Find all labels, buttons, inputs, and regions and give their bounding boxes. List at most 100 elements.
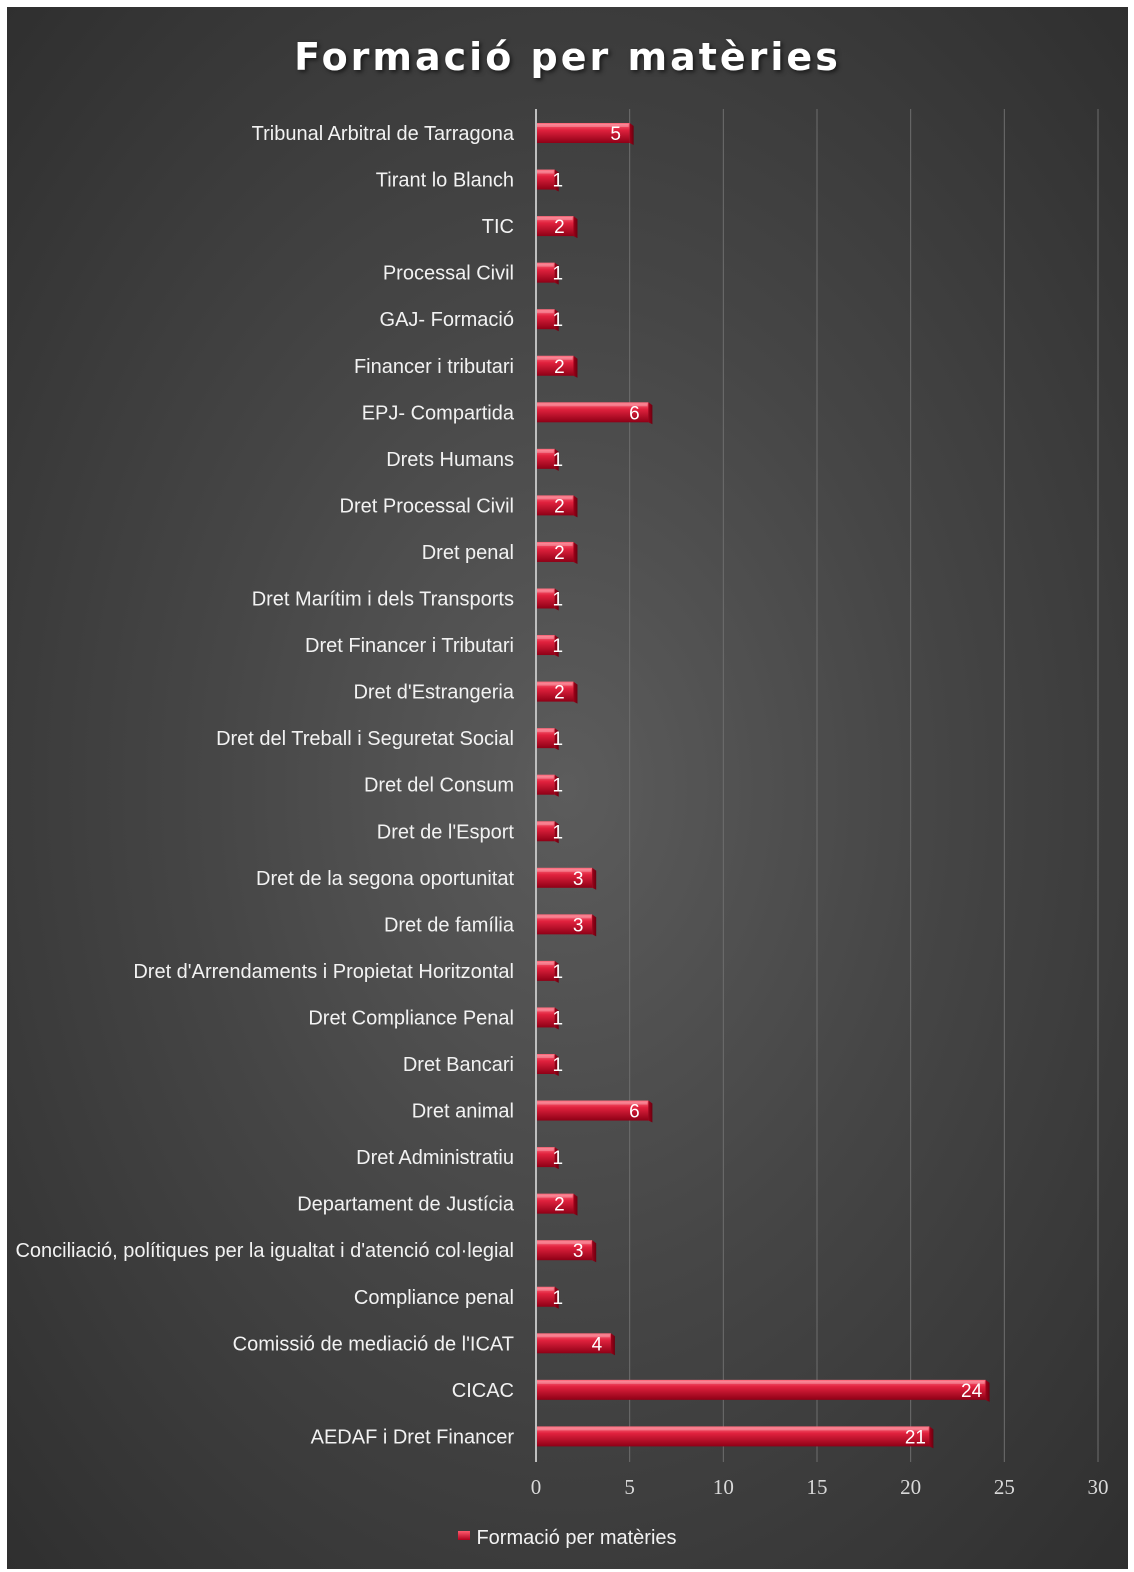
category-label: Departament de Justícia	[297, 1194, 515, 1216]
bar-end-cap	[554, 309, 559, 332]
bar-end-cap	[573, 541, 578, 564]
bar	[537, 448, 555, 469]
bar-end-cap	[554, 169, 559, 192]
bar-highlight	[537, 1101, 648, 1105]
category-label: Drets Humans	[386, 449, 514, 471]
gridlines	[535, 109, 1099, 1462]
data-label: 3	[573, 1241, 584, 1262]
bar-end-cap	[554, 774, 559, 797]
data-label: 1	[552, 264, 563, 285]
data-label: 4	[592, 1334, 603, 1355]
data-label: 1	[552, 636, 563, 657]
bar-highlight	[537, 542, 573, 546]
bar	[537, 867, 593, 888]
category-label: CICAC	[452, 1380, 514, 1402]
category-label: AEDAF i Dret Financer	[311, 1426, 515, 1448]
data-label: 21	[905, 1427, 926, 1448]
category-label: Dret Compliance Penal	[308, 1007, 514, 1029]
bar-highlight	[537, 1194, 573, 1198]
bar-end-cap	[985, 1379, 990, 1402]
category-label: Dret animal	[412, 1101, 514, 1123]
bar	[537, 821, 555, 842]
bar	[537, 728, 555, 749]
bar-end-cap	[573, 355, 578, 378]
bar	[537, 1286, 555, 1307]
chart-title: Formació per matèries	[294, 35, 841, 79]
bar	[537, 914, 593, 935]
bar-end-cap	[573, 495, 578, 518]
bar-highlight	[537, 636, 554, 640]
bar	[537, 1333, 611, 1354]
bar	[537, 169, 555, 190]
data-label: 2	[554, 496, 565, 517]
category-label: Dret de família	[384, 914, 515, 936]
bar	[537, 1054, 555, 1074]
bar-highlight	[537, 868, 592, 872]
bar-end-cap	[592, 914, 597, 937]
data-label: 24	[961, 1381, 983, 1402]
data-label: 6	[629, 403, 640, 424]
bar-highlight	[537, 1008, 554, 1012]
bar-end-cap	[554, 728, 559, 751]
category-label: Dret del Treball i Seguretat Social	[216, 728, 514, 750]
chart-frame: Formació per matèries Tribunal Arbitral …	[7, 7, 1128, 1569]
category-label: Dret Processal Civil	[340, 495, 514, 517]
data-label: 1	[552, 729, 563, 750]
bar	[537, 541, 574, 562]
bar	[537, 1193, 574, 1214]
bar-highlight	[537, 1380, 985, 1384]
x-tick-label: 30	[1088, 1475, 1109, 1499]
bar	[537, 495, 574, 516]
bar	[537, 588, 555, 609]
legend-swatch	[458, 1531, 471, 1541]
bar-highlight	[537, 310, 554, 314]
data-label: 2	[554, 357, 565, 378]
category-label: Dret Administratiu	[356, 1147, 514, 1169]
category-label: Dret de l'Esport	[377, 821, 515, 843]
bar-highlight	[537, 1241, 592, 1245]
category-label: Compliance penal	[354, 1287, 514, 1309]
bar	[537, 309, 555, 330]
x-axis-ticks: 0 5 10 15 20 25 30	[531, 1475, 1109, 1499]
bar-end-cap	[554, 588, 559, 611]
data-label: 1	[552, 171, 563, 192]
legend-label: Formació per matèries	[476, 1527, 677, 1549]
bar-highlight	[537, 1334, 610, 1338]
bar-end-cap	[929, 1426, 934, 1449]
bar	[537, 774, 555, 795]
bar-highlight	[537, 682, 573, 686]
category-label: Conciliació, polítiques per la igualtat …	[15, 1240, 514, 1262]
x-tick-label: 25	[994, 1475, 1015, 1499]
bar-highlight	[537, 217, 573, 221]
bar	[537, 262, 555, 283]
x-tick-label: 0	[531, 1475, 542, 1499]
x-tick-label: 15	[807, 1475, 828, 1499]
bar-end-cap	[554, 1286, 559, 1309]
bar-end-cap	[554, 821, 559, 844]
bar	[537, 216, 574, 237]
bar-end-cap	[648, 402, 653, 425]
bar	[537, 1379, 986, 1400]
data-label: 6	[629, 1102, 640, 1123]
bar	[537, 1007, 555, 1028]
x-tick-label: 20	[900, 1475, 921, 1499]
data-label: 1	[552, 590, 563, 611]
category-label: Tribunal Arbitral de Tarragona	[252, 123, 515, 145]
category-label: Processal Civil	[383, 263, 514, 285]
data-label: 1	[552, 776, 563, 797]
bar	[537, 1240, 593, 1261]
bar-end-cap	[592, 1240, 597, 1263]
bar-end-cap	[610, 1333, 615, 1356]
bar	[537, 960, 555, 981]
bar-end-cap	[573, 1193, 578, 1216]
bar	[537, 681, 574, 702]
category-label: Dret Marítim i dels Transports	[252, 589, 514, 611]
bar-end-cap	[648, 1100, 653, 1123]
bar-end-cap	[554, 960, 559, 983]
bar-chart-plot: Tribunal Arbitral de Tarragona Tirant lo …	[15, 109, 1109, 1499]
bar-highlight	[537, 124, 629, 127]
data-label: 1	[552, 1288, 563, 1309]
data-label: 1	[552, 1148, 563, 1169]
bar-end-cap	[573, 681, 578, 704]
data-label: 5	[610, 124, 621, 145]
